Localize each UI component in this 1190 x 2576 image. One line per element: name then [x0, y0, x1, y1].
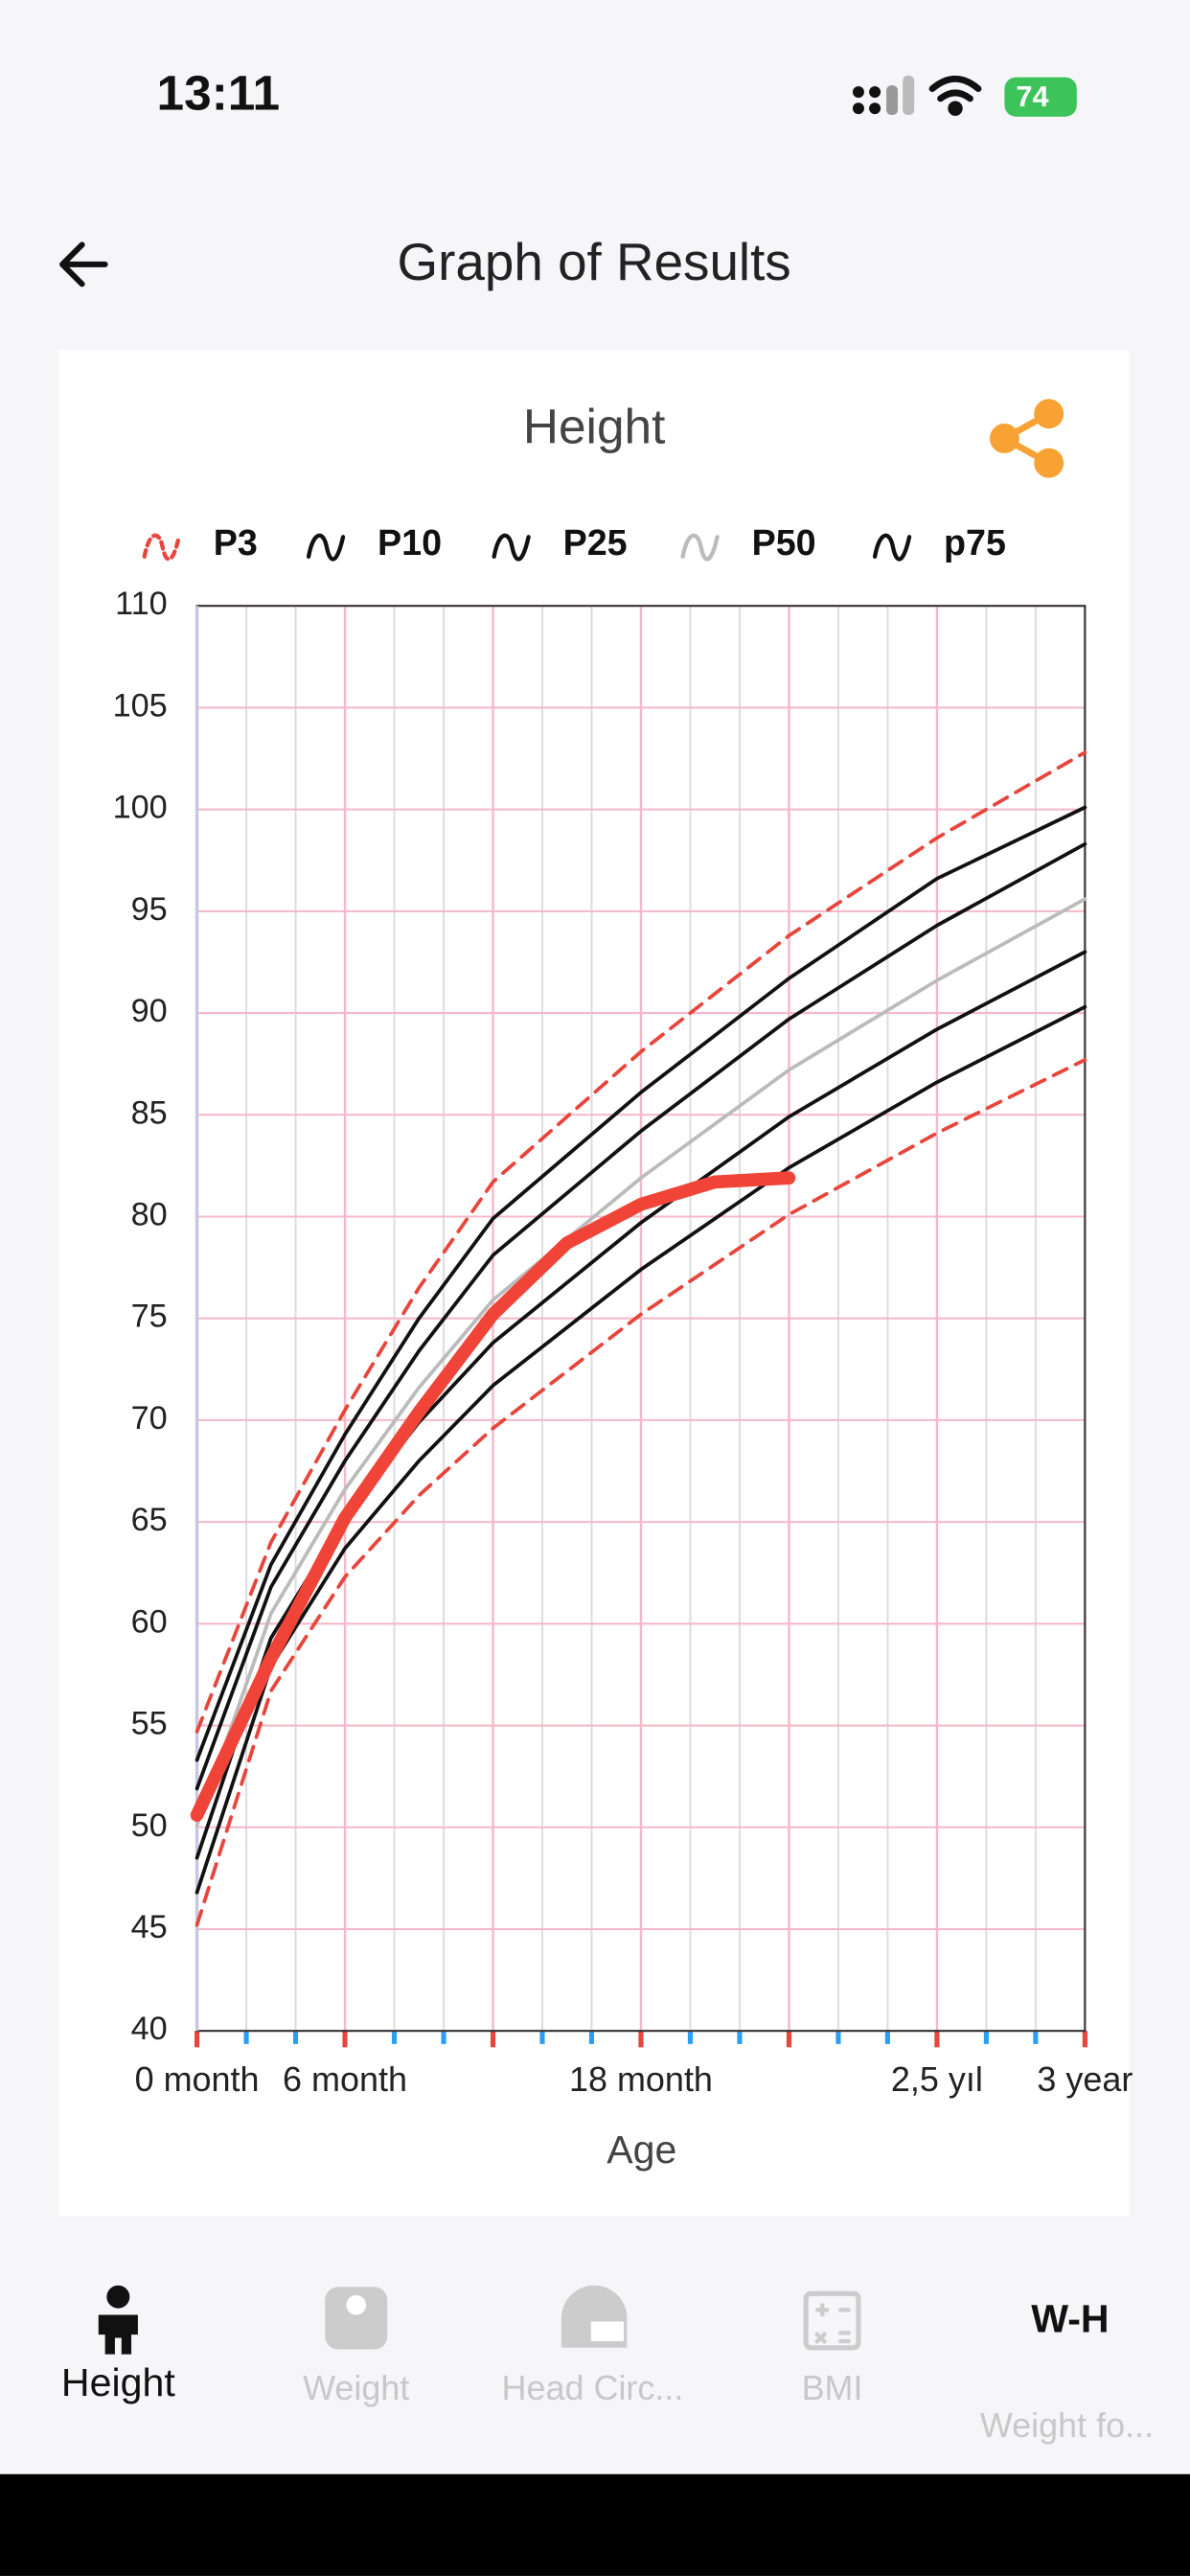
legend-label: P50	[752, 522, 816, 563]
y-tick-label: 110	[115, 586, 168, 622]
x-tick-label: 3 year	[1037, 2059, 1133, 2099]
chart-card	[58, 349, 1130, 2217]
percentile-line	[195, 841, 1087, 1791]
y-tick-label: 65	[131, 1502, 168, 1538]
measurement-line	[190, 1171, 796, 1822]
tab-sublabel: Weight fo...	[980, 2405, 1154, 2445]
plot: 40 45 50 55 60 65 70 75 80 85 90 95 100 105 110 0 month…	[113, 586, 1133, 2099]
percentile-line	[195, 750, 1087, 1734]
tab-label: Weight	[303, 2368, 409, 2407]
y-tick-label: 85	[131, 1094, 168, 1131]
legend-swatch	[872, 533, 912, 562]
battery-level: 74	[1016, 80, 1048, 113]
y-tick-label: 75	[131, 1299, 168, 1335]
y-tick-label: 55	[131, 1706, 168, 1742]
legend-label: P25	[563, 522, 628, 563]
percentile-line	[195, 1004, 1087, 1895]
legend-swatch	[142, 533, 181, 562]
y-tick-label: 95	[131, 891, 168, 928]
x-tick-label: 2,5 yıl	[891, 2059, 983, 2099]
signal-icon	[852, 75, 915, 115]
y-tick-label: 80	[131, 1197, 168, 1233]
percentile-line	[195, 805, 1087, 1762]
y-tick-label: 60	[131, 1603, 168, 1640]
y-tick-label: 90	[131, 993, 168, 1029]
x-tick-label: 0 month	[135, 2059, 260, 2099]
tab-label: W-H	[1031, 2296, 1109, 2340]
share-button[interactable]	[990, 399, 1064, 478]
tab-head[interactable]: Head Circ...	[501, 2285, 683, 2407]
legend-label: p75	[944, 522, 1006, 563]
legend: P3 P10 P25 P50 p75	[142, 522, 1006, 563]
legend-swatch	[492, 533, 531, 562]
legend-label: P10	[378, 522, 442, 563]
y-tick-label: 45	[131, 1909, 168, 1945]
tab-wh[interactable]: W-H Weight fo...	[980, 2296, 1154, 2445]
wifi-icon	[928, 75, 982, 116]
percentile-line	[195, 897, 1087, 1828]
tab-height[interactable]: Height	[61, 2285, 175, 2404]
y-tick-label: 70	[131, 1400, 168, 1437]
status-time: 13:11	[157, 65, 281, 121]
tab-bmi[interactable]: BMI	[802, 2290, 863, 2407]
back-button[interactable]	[59, 242, 108, 288]
tab-label: BMI	[802, 2368, 863, 2407]
y-tick-label: 50	[131, 1807, 168, 1844]
chart-title: Height	[523, 398, 666, 453]
y-tick-label: 105	[113, 687, 168, 724]
y-tick-label: 40	[131, 2011, 168, 2047]
battery-icon	[1004, 77, 1077, 117]
x-tick-label: 6 month	[283, 2059, 407, 2099]
header-title: Graph of Results	[398, 232, 791, 291]
system-bar	[0, 2473, 1190, 2576]
x-axis-label: Age	[606, 2128, 676, 2172]
tab-weight[interactable]: Weight	[303, 2287, 409, 2407]
tab-label: Height	[61, 2360, 175, 2404]
legend-label: P3	[214, 522, 258, 563]
tab-label: Head Circ...	[501, 2368, 683, 2407]
x-tick-label: 18 month	[569, 2059, 713, 2099]
legend-swatch	[306, 533, 346, 562]
legend-swatch	[680, 533, 720, 562]
y-tick-label: 100	[113, 790, 168, 826]
percentile-line	[195, 1058, 1087, 1927]
